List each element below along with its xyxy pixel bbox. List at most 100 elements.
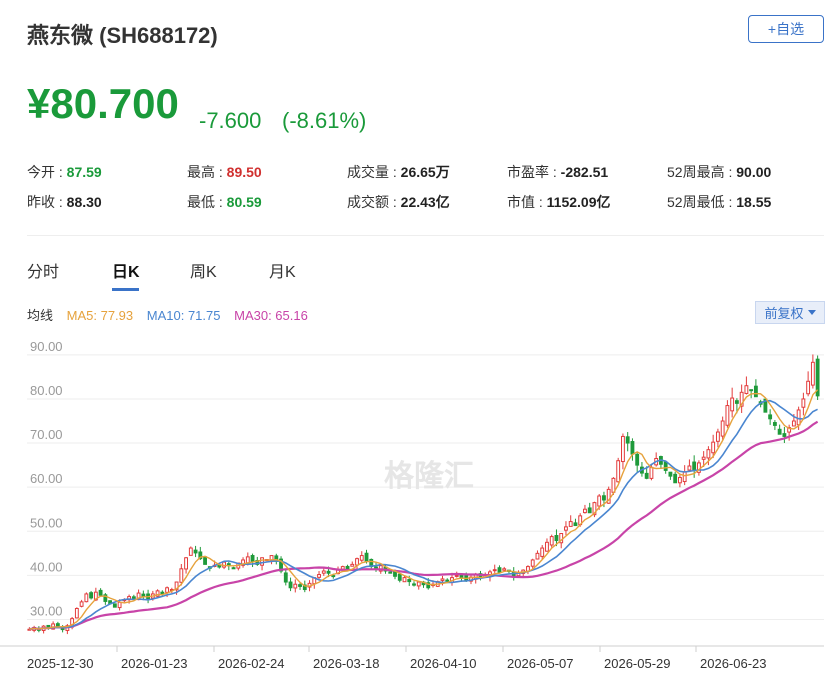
candle-body xyxy=(606,488,611,504)
candle-body xyxy=(454,574,459,577)
candle-body xyxy=(279,558,283,572)
candle-body xyxy=(89,592,94,599)
candle-body xyxy=(673,473,678,484)
chart-grid xyxy=(27,354,824,621)
candle-body xyxy=(592,502,597,516)
candle-body xyxy=(549,536,554,546)
candle-body xyxy=(198,551,203,560)
y-tick-label: 30.00 xyxy=(30,604,63,619)
candle-body xyxy=(753,385,758,398)
candle-body xyxy=(787,427,792,433)
candle-body xyxy=(530,559,535,567)
ma10-line xyxy=(29,399,818,630)
y-tick-label: 50.00 xyxy=(30,515,63,530)
candle-body xyxy=(188,547,193,556)
candle-body xyxy=(84,593,89,603)
x-tick-label: 2026-03-18 xyxy=(313,656,380,671)
candle-body xyxy=(806,380,811,395)
y-tick-label: 90.00 xyxy=(30,339,63,354)
x-tick-label: 2026-05-07 xyxy=(507,656,574,671)
candle-body xyxy=(554,535,559,542)
candle-body xyxy=(388,571,393,574)
stat-open: 今开 : 87.59 xyxy=(27,164,102,180)
y-tick-label: 70.00 xyxy=(30,427,63,442)
candle-body xyxy=(763,398,768,413)
candle-body xyxy=(782,433,787,437)
candle-body xyxy=(791,420,796,427)
candle-body xyxy=(326,570,331,574)
candle-body xyxy=(288,581,293,589)
ma30-line xyxy=(29,420,819,631)
candle-body xyxy=(445,579,450,582)
stat-52w-high: 52周最高 : 90.00 xyxy=(667,164,772,180)
candle-body xyxy=(720,420,725,437)
candle-body xyxy=(739,391,744,407)
candle-body xyxy=(625,436,630,444)
candle-body xyxy=(564,526,568,531)
stat-low: 最低 : 80.59 xyxy=(187,194,262,210)
candle-body xyxy=(649,466,654,479)
stock-title: 燕东微 (SH688172) xyxy=(27,23,218,48)
candle-body xyxy=(682,471,687,483)
candle-body xyxy=(777,428,782,435)
x-tick-label: 2025-12-30 xyxy=(27,656,94,671)
candle-body xyxy=(701,456,706,460)
candle-body xyxy=(545,541,549,552)
candle-body xyxy=(497,567,502,573)
candle-body xyxy=(112,603,117,608)
candle-body xyxy=(621,435,625,463)
candle-body xyxy=(331,575,336,578)
candle-body xyxy=(407,579,412,583)
candle-body xyxy=(715,431,720,442)
candle-body xyxy=(103,594,108,602)
candle-body xyxy=(440,578,445,581)
candle-body xyxy=(160,591,165,594)
candle-body xyxy=(815,358,820,397)
add-watchlist-button[interactable]: +自选 xyxy=(748,15,824,43)
ma-legend-label: 均线 xyxy=(27,308,54,323)
candle-body xyxy=(260,557,264,566)
candle-body xyxy=(668,471,673,477)
candle-body xyxy=(583,508,587,514)
candle-body xyxy=(293,583,298,589)
candle-body xyxy=(193,549,198,554)
stat-pe: 市盈率 : -282.51 xyxy=(507,164,609,180)
candle-body xyxy=(141,593,146,597)
candle-body xyxy=(350,563,355,567)
tab-intraday[interactable]: 分时 xyxy=(27,264,60,281)
adjust-dropdown[interactable]: 前复权 xyxy=(755,301,825,324)
candle-body xyxy=(165,587,170,593)
x-tick-label: 2026-04-10 xyxy=(410,656,477,671)
candle-body xyxy=(321,570,326,574)
price-change: -7.600 xyxy=(199,108,262,133)
candle-body xyxy=(602,495,606,501)
tab-monthly-k[interactable]: 月K xyxy=(269,264,296,281)
candle-body xyxy=(79,601,84,607)
y-tick-label: 60.00 xyxy=(30,471,63,486)
candle-body xyxy=(155,590,160,597)
ma5-value: MA5: 77.93 xyxy=(66,308,134,323)
candle-body xyxy=(393,571,397,577)
candle-body xyxy=(540,547,545,557)
candle-body xyxy=(355,558,359,566)
candle-body xyxy=(573,522,578,527)
stat-prev-close: 昨收 : 88.30 xyxy=(27,194,102,210)
x-axis: 2025-12-30 2026-01-23 2026-02-24 2026-03-18… xyxy=(0,645,824,671)
candles xyxy=(27,354,820,635)
ma30-value: MA30: 65.16 xyxy=(234,308,308,323)
ma5-line xyxy=(29,389,819,630)
candle-body xyxy=(345,565,350,570)
candle-body xyxy=(179,568,184,583)
x-tick-label: 2026-02-24 xyxy=(218,656,285,671)
tab-daily-k[interactable]: 日K xyxy=(112,264,140,281)
candle-body xyxy=(749,389,754,392)
candle-body xyxy=(131,596,136,599)
candle-body xyxy=(630,441,635,455)
tab-weekly-k[interactable]: 周K xyxy=(190,264,217,281)
candle-body xyxy=(677,476,682,484)
y-axis-labels: 90.00 80.00 70.00 60.00 50.00 40.00 30.00 xyxy=(30,339,63,619)
stat-52w-low: 52周最低 : 18.55 xyxy=(667,194,772,210)
candle-body xyxy=(55,623,60,628)
candle-body xyxy=(734,400,739,404)
